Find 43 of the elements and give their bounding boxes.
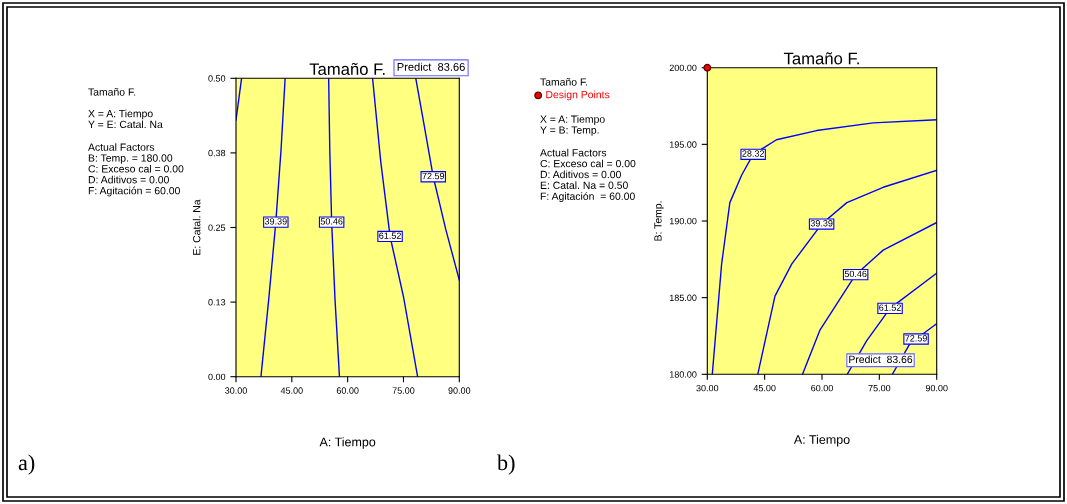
line-series [846, 272, 937, 375]
y-tick-label: 0.00 [208, 373, 226, 381]
y-tick-label: 190.00 [669, 217, 697, 225]
text: Tamaño F. [88, 88, 136, 96]
line-series [371, 78, 419, 377]
text: X = A: Tiempo Y = B: Temp. [540, 115, 605, 136]
y-tick-label: 0.13 [208, 299, 226, 306]
x-tick-label: 30.00 [696, 384, 719, 392]
x-tick-label: 45.00 [280, 387, 303, 394]
text: Actual Factors B: Temp. = 180.00 C: Exceso cal = 0.00 D: Aditivos = 0.00 F: Agitación = 60.00 [88, 143, 184, 197]
y-tick-label: 0.50 [208, 75, 226, 82]
y-tick-label: 180.00 [669, 371, 697, 378]
chart-title: Tamaño F. [783, 52, 859, 65]
y-tick-label: 185.00 [669, 294, 697, 302]
annotation: Predict 83.66 [849, 355, 913, 364]
text: Predict 83.66 [397, 62, 465, 71]
legend-label: Design Points [546, 90, 610, 101]
line-series [711, 119, 937, 375]
x-axis-title: A: Tiempo [319, 437, 376, 449]
text: Tamaño F. [540, 78, 588, 86]
chart-title: Tamaño F. [309, 62, 385, 76]
x-axis-title: A: Tiempo [793, 434, 850, 447]
line-series [801, 221, 937, 375]
line-series [757, 169, 937, 375]
text: X = A: Tiempo Y = E: Catal. Na [88, 109, 163, 129]
y-tick-label: 200.00 [669, 64, 697, 72]
text: Actual Factors C: Exceso cal = 0.00 D: Aditivos = 0.00 E: Catal. Na = 0.50 F: Agitación = 60.00 [540, 148, 636, 203]
x-tick-label: 90.00 [448, 387, 471, 394]
x-tick-label: 75.00 [392, 387, 415, 394]
y-axis-title: E: Catal. Na [192, 199, 201, 255]
x-tick-label: 45.00 [753, 384, 776, 392]
x-tick-label: 60.00 [336, 387, 359, 394]
x-tick-label: 75.00 [868, 384, 891, 392]
line-series [415, 78, 460, 281]
x-tick-label: 30.00 [225, 387, 247, 394]
y-tick-label: 0.25 [208, 224, 226, 231]
y-axis-title: B: Temp. [654, 201, 664, 241]
text: b) [497, 454, 515, 475]
x-tick-label: 90.00 [925, 384, 948, 392]
y-tick-label: 0.38 [208, 149, 226, 157]
text: a) [18, 454, 35, 475]
y-tick-label: 195.00 [669, 141, 697, 148]
x-tick-label: 60.00 [811, 384, 833, 392]
